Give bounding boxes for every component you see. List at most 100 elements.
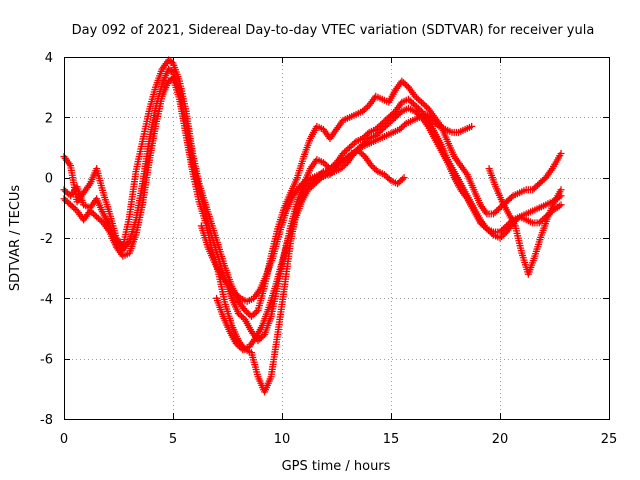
data-point <box>478 220 486 228</box>
data-point <box>252 308 260 316</box>
data-point <box>340 162 348 170</box>
data-points <box>60 56 565 396</box>
data-point <box>331 162 339 170</box>
data-point <box>430 118 438 126</box>
data-point <box>377 121 385 129</box>
data-point <box>304 186 312 194</box>
data-point <box>557 186 565 194</box>
x-tick-label: 20 <box>492 432 509 447</box>
data-point <box>235 343 243 351</box>
data-point <box>375 128 383 136</box>
data-point <box>238 312 246 320</box>
data-point <box>299 180 307 188</box>
data-point <box>494 205 502 213</box>
data-point <box>67 201 75 209</box>
data-point <box>386 112 394 120</box>
data-point <box>375 122 383 130</box>
data-point <box>399 122 407 130</box>
data-point <box>311 180 319 188</box>
data-point <box>343 154 351 162</box>
data-point <box>413 103 421 111</box>
data-point <box>501 223 509 231</box>
data-point <box>350 139 358 147</box>
data-point <box>421 101 429 109</box>
y-tick-label: -2 <box>40 232 53 247</box>
plot-frame <box>64 57 610 420</box>
data-point <box>377 127 385 135</box>
x-tick-label: 5 <box>169 432 177 447</box>
data-point <box>409 100 417 108</box>
data-point <box>372 166 380 174</box>
data-point <box>62 196 70 204</box>
data-point <box>433 121 441 129</box>
data-point <box>427 115 435 123</box>
data-point <box>93 213 101 221</box>
data-point <box>411 92 419 100</box>
data-point <box>339 150 347 158</box>
data-point <box>346 144 354 151</box>
data-point <box>380 171 388 179</box>
data-point <box>413 94 421 102</box>
data-point <box>249 311 257 319</box>
data-point <box>312 178 320 186</box>
data-point <box>507 193 515 201</box>
data-point <box>504 196 512 204</box>
data-point <box>401 80 409 88</box>
data-point <box>535 219 543 227</box>
data-point <box>88 208 96 216</box>
data-point <box>333 160 341 168</box>
data-point <box>539 177 547 185</box>
data-point <box>233 291 241 299</box>
data-point <box>384 174 392 182</box>
data-point <box>323 162 331 170</box>
data-point <box>385 113 393 121</box>
data-point <box>480 222 488 230</box>
data-point <box>424 112 432 120</box>
data-point <box>344 145 352 153</box>
data-point <box>362 104 370 112</box>
data-point <box>338 163 346 171</box>
data-point <box>422 110 430 118</box>
data-point <box>356 148 364 156</box>
data-point <box>354 147 362 155</box>
y-tick-label: 2 <box>45 111 53 126</box>
data-point <box>367 162 375 170</box>
data-point <box>404 95 412 103</box>
data-point <box>380 118 388 126</box>
data-point <box>539 216 547 224</box>
data-point <box>346 151 354 159</box>
data-point <box>489 210 497 218</box>
data-point <box>532 183 540 191</box>
data-point <box>364 130 372 138</box>
data-point <box>349 140 357 148</box>
data-point <box>341 156 349 164</box>
data-point <box>382 116 390 124</box>
data-point <box>383 115 391 123</box>
data-point <box>251 309 259 317</box>
data-point <box>390 115 398 123</box>
x-tick-labels: 0 5 10 15 20 25 <box>60 432 617 447</box>
data-point <box>295 183 303 191</box>
data-point <box>395 110 403 118</box>
data-point <box>247 312 255 320</box>
data-point <box>236 311 244 319</box>
data-point <box>388 116 396 124</box>
data-point <box>358 150 366 158</box>
data-point <box>360 106 368 114</box>
data-point <box>537 178 545 186</box>
data-point <box>428 116 436 124</box>
x-tick-label: 15 <box>383 432 400 447</box>
data-point <box>234 309 242 317</box>
data-point <box>385 175 393 183</box>
data-point <box>398 77 406 85</box>
data-point <box>89 210 97 218</box>
data-point <box>388 110 396 118</box>
data-point <box>235 293 243 301</box>
data-point <box>408 98 416 106</box>
chart-title: Day 092 of 2021, Sidereal Day-to-day VTE… <box>72 23 595 38</box>
data-point <box>321 160 329 168</box>
data-point <box>400 174 408 182</box>
data-point <box>396 109 404 117</box>
y-tick-labels: -8 -6 -4 -2 0 2 4 <box>40 51 53 428</box>
